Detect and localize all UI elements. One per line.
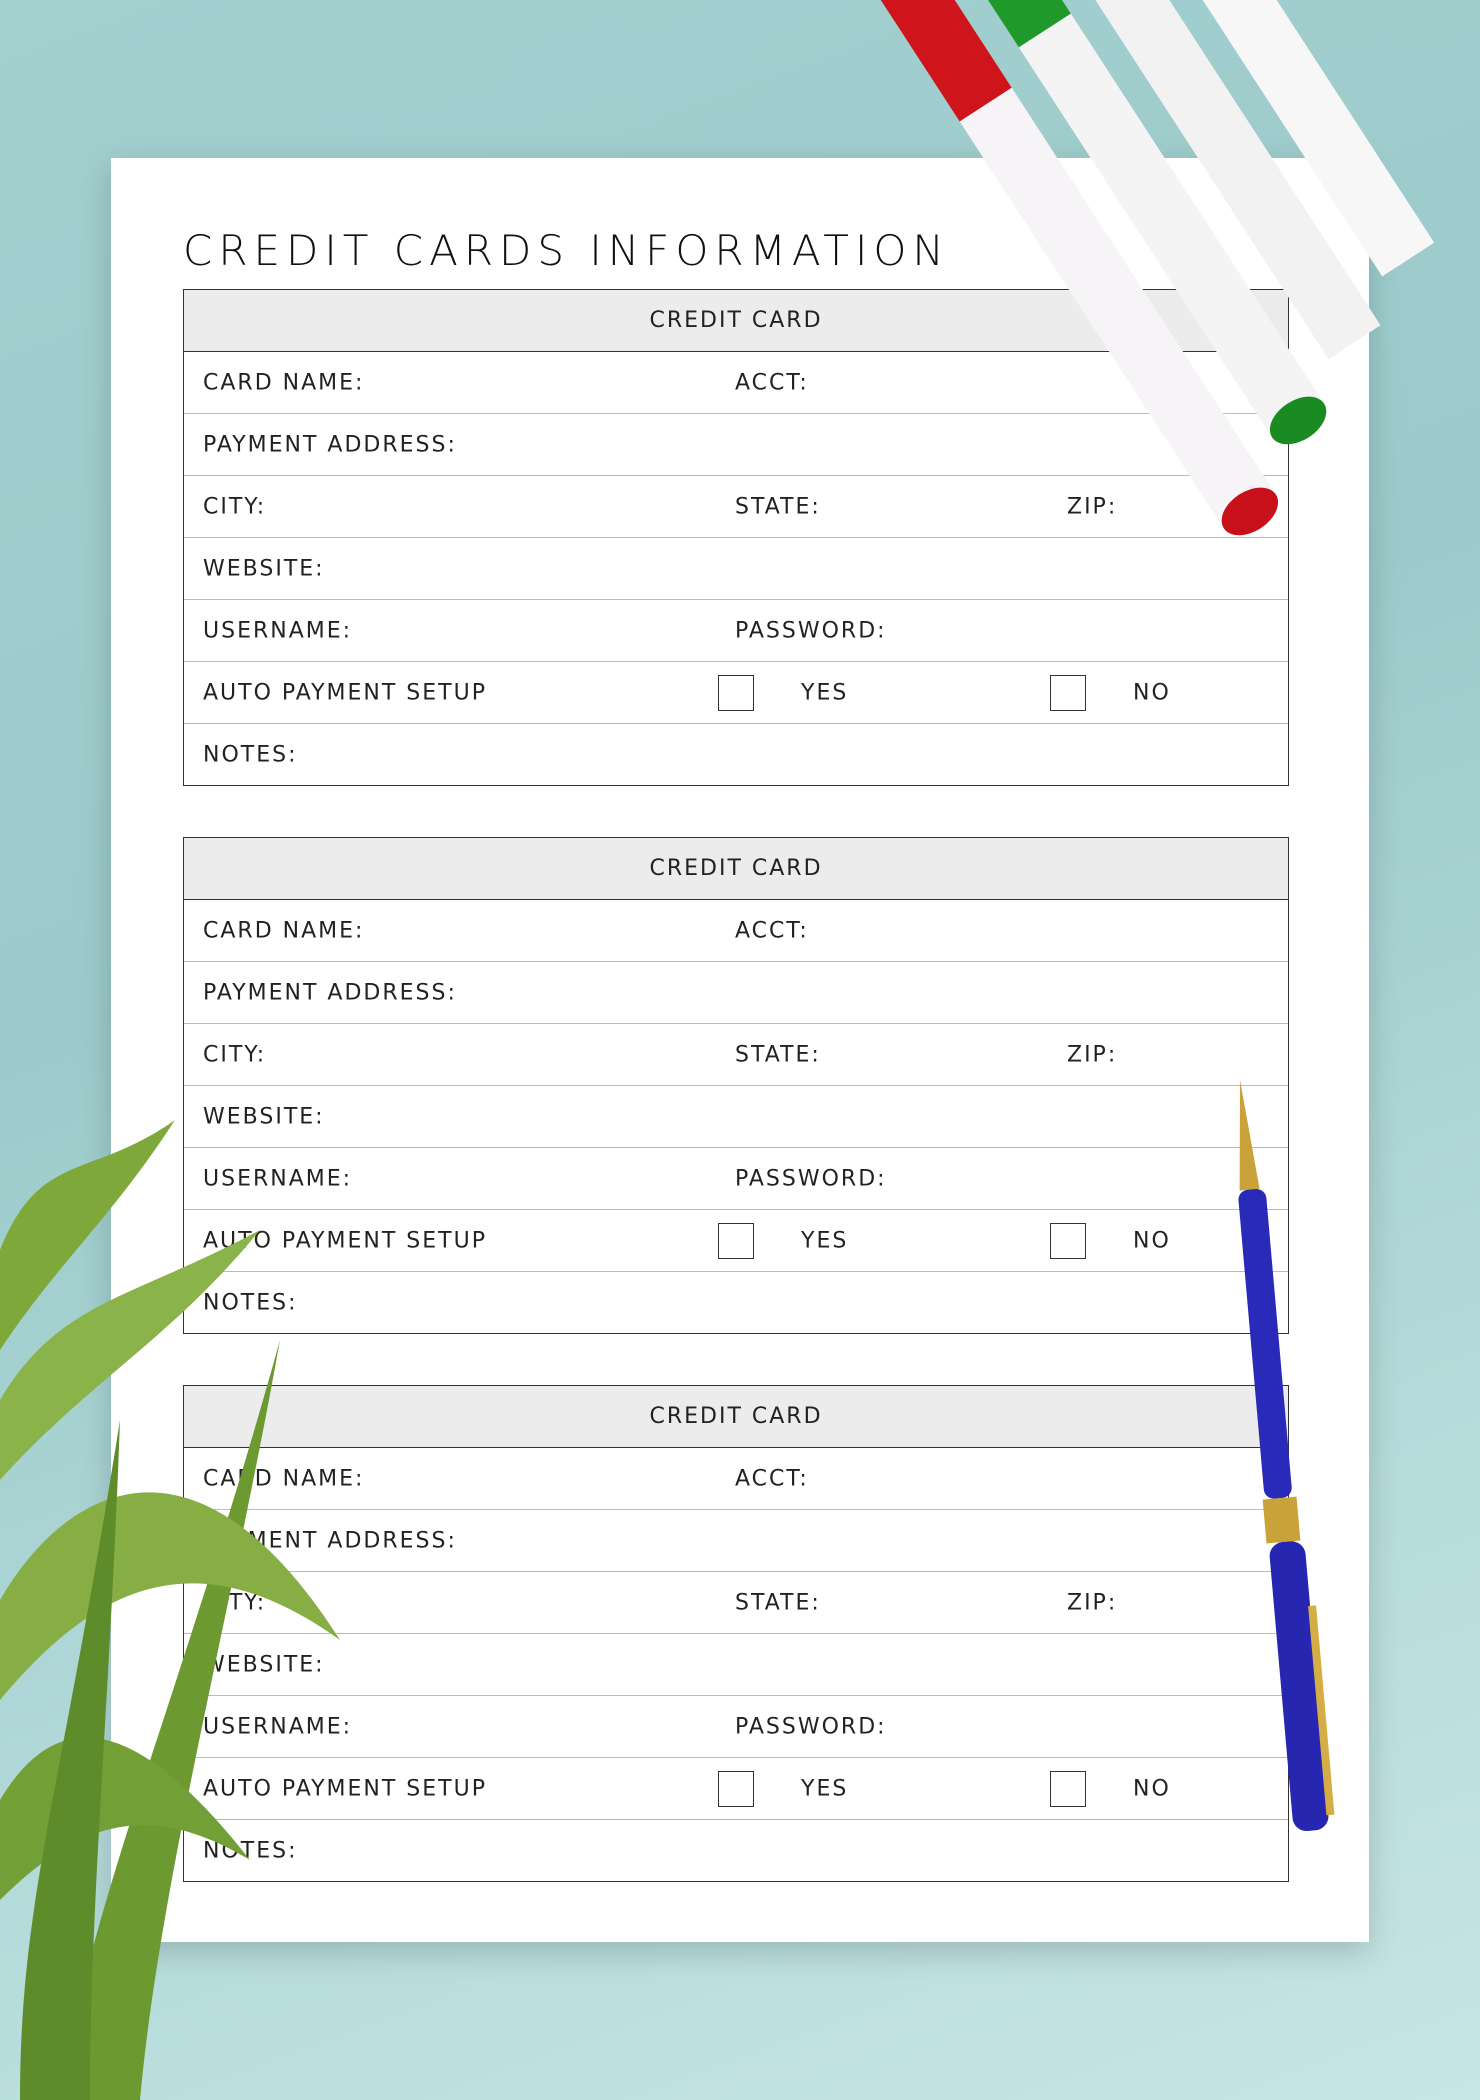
- username-label: USERNAME:: [203, 618, 353, 643]
- form-row: CITY: STATE: ZIP:: [184, 1572, 1288, 1634]
- yes-checkbox[interactable]: [718, 1770, 754, 1807]
- website-label: WEBSITE:: [203, 1652, 325, 1677]
- state-label: STATE:: [735, 1590, 821, 1615]
- website-label: WEBSITE:: [203, 556, 325, 581]
- no-checkbox[interactable]: [1050, 1770, 1086, 1807]
- acct-label: ACCT:: [735, 370, 809, 395]
- acct-label: ACCT:: [735, 1466, 809, 1491]
- no-checkbox[interactable]: [1050, 1222, 1086, 1259]
- credit-card-section: CREDIT CARD CARD NAME: ACCT: PAYMENT ADDRES…: [183, 289, 1289, 786]
- form-row: CITY: STATE: ZIP:: [184, 476, 1288, 538]
- zip-label: ZIP:: [1067, 1590, 1118, 1615]
- form-row: CARD NAME: ACCT:: [184, 1448, 1288, 1510]
- card-name-label: CARD NAME:: [203, 918, 365, 943]
- credit-card-section: CREDIT CARD CARD NAME: ACCT: PAYMENT ADDRES…: [183, 1385, 1289, 1882]
- form-row: PAYMENT ADDRESS:: [184, 414, 1288, 476]
- username-label: USERNAME:: [203, 1166, 353, 1191]
- no-label: NO: [1133, 1776, 1171, 1801]
- form-row: NOTES:: [184, 1272, 1288, 1333]
- password-label: PASSWORD:: [735, 1714, 887, 1739]
- username-label: USERNAME:: [203, 1714, 353, 1739]
- form-row: PAYMENT ADDRESS:: [184, 962, 1288, 1024]
- section-header: CREDIT CARD: [184, 290, 1288, 352]
- form-row: PAYMENT ADDRESS:: [184, 1510, 1288, 1572]
- form-row: NOTES:: [184, 1820, 1288, 1881]
- payment-address-label: PAYMENT ADDRESS:: [203, 1528, 457, 1553]
- yes-label: YES: [801, 680, 849, 705]
- state-label: STATE:: [735, 494, 821, 519]
- form-row: CARD NAME: ACCT:: [184, 900, 1288, 962]
- form-row: AUTO PAYMENT SETUP YES NO: [184, 662, 1288, 724]
- password-label: PASSWORD:: [735, 1166, 887, 1191]
- payment-address-label: PAYMENT ADDRESS:: [203, 980, 457, 1005]
- credit-card-section: CREDIT CARD CARD NAME: ACCT: PAYMENT ADDRES…: [183, 837, 1289, 1334]
- no-checkbox[interactable]: [1050, 674, 1086, 711]
- notes-label: NOTES:: [203, 1838, 298, 1863]
- form-row: NOTES:: [184, 724, 1288, 785]
- zip-label: ZIP:: [1067, 1042, 1118, 1067]
- city-label: CITY:: [203, 494, 267, 519]
- notes-label: NOTES:: [203, 742, 298, 767]
- section-header: CREDIT CARD: [184, 1386, 1288, 1448]
- form-row: CITY: STATE: ZIP:: [184, 1024, 1288, 1086]
- no-label: NO: [1133, 680, 1171, 705]
- form-row: CARD NAME: ACCT:: [184, 352, 1288, 414]
- payment-address-label: PAYMENT ADDRESS:: [203, 432, 457, 457]
- auto-payment-label: AUTO PAYMENT SETUP: [203, 1228, 487, 1253]
- form-row: USERNAME: PASSWORD:: [184, 1148, 1288, 1210]
- section-header: CREDIT CARD: [184, 838, 1288, 900]
- acct-label: ACCT:: [735, 918, 809, 943]
- notes-label: NOTES:: [203, 1290, 298, 1315]
- password-label: PASSWORD:: [735, 618, 887, 643]
- auto-payment-label: AUTO PAYMENT SETUP: [203, 680, 487, 705]
- card-name-label: CARD NAME:: [203, 370, 365, 395]
- website-label: WEBSITE:: [203, 1104, 325, 1129]
- card-name-label: CARD NAME:: [203, 1466, 365, 1491]
- form-row: USERNAME: PASSWORD:: [184, 1696, 1288, 1758]
- yes-label: YES: [801, 1228, 849, 1253]
- form-row: WEBSITE:: [184, 1634, 1288, 1696]
- state-label: STATE:: [735, 1042, 821, 1067]
- form-row: USERNAME: PASSWORD:: [184, 600, 1288, 662]
- yes-checkbox[interactable]: [718, 674, 754, 711]
- city-label: CITY:: [203, 1042, 267, 1067]
- auto-payment-label: AUTO PAYMENT SETUP: [203, 1776, 487, 1801]
- page-title: CREDIT CARDS INFORMATION: [183, 226, 950, 275]
- form-row: WEBSITE:: [184, 538, 1288, 600]
- form-row: WEBSITE:: [184, 1086, 1288, 1148]
- form-row: AUTO PAYMENT SETUP YES NO: [184, 1210, 1288, 1272]
- yes-checkbox[interactable]: [718, 1222, 754, 1259]
- zip-label: ZIP:: [1067, 494, 1118, 519]
- form-row: AUTO PAYMENT SETUP YES NO: [184, 1758, 1288, 1820]
- city-label: CITY:: [203, 1590, 267, 1615]
- yes-label: YES: [801, 1776, 849, 1801]
- no-label: NO: [1133, 1228, 1171, 1253]
